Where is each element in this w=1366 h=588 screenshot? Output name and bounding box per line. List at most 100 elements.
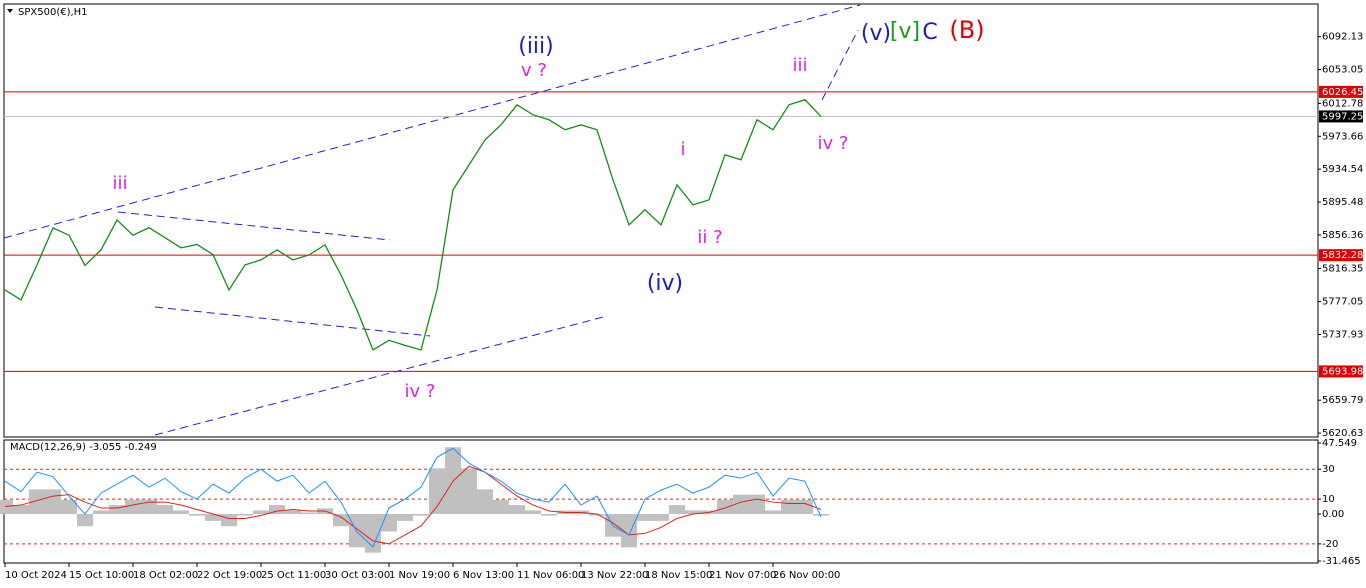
macd-bar <box>349 514 365 548</box>
macd-bar <box>461 468 477 515</box>
wedge-top <box>117 211 391 241</box>
wave-label: [v] <box>890 19 920 44</box>
wave-label: iii <box>792 55 807 76</box>
macd-title: MACD(12,26,9) -3.055 -0.249 <box>10 442 157 453</box>
channel-top <box>3 4 861 239</box>
macd-bar <box>397 514 413 521</box>
x-tick-label: 26 Nov 00:00 <box>773 570 840 581</box>
macd-bar <box>13 505 29 515</box>
wave-label: C <box>922 20 937 45</box>
wave-label: iv ? <box>818 133 849 154</box>
y-tick-label: 5816.35 <box>1322 264 1363 275</box>
macd-line <box>4 447 822 548</box>
x-tick-label: 25 Oct 11:00 <box>261 570 326 581</box>
level-label-bg <box>1319 110 1363 123</box>
macd-bar <box>669 505 685 515</box>
x-tick-label: 1 Nov 19:00 <box>389 570 450 581</box>
projection <box>821 29 859 101</box>
y-tick-label: 6092.13 <box>1322 32 1363 43</box>
macd-panel <box>3 439 1319 564</box>
macd-bar <box>221 514 237 527</box>
y-tick-label: 5620.63 <box>1322 428 1363 439</box>
macd-bar <box>125 499 141 515</box>
macd-bar <box>765 510 781 515</box>
macd-bar <box>93 510 109 515</box>
macd-bar <box>717 499 733 515</box>
x-tick-label: 15 Oct 10:00 <box>69 570 134 581</box>
macd-bar <box>637 514 653 521</box>
wedge-bottom <box>154 306 431 337</box>
x-tick-label: 30 Oct 03:00 <box>325 570 390 581</box>
x-tick-label: 18 Oct 02:00 <box>133 570 198 581</box>
y-tick-label: 10 <box>1322 494 1335 505</box>
x-tick-label: 22 Oct 19:00 <box>197 570 262 581</box>
price-line <box>4 99 822 351</box>
x-tick-label: 21 Nov 07:00 <box>709 570 776 581</box>
y-tick-label: 5973.66 <box>1322 131 1363 142</box>
macd-bar <box>813 514 829 516</box>
macd-bar <box>477 489 493 515</box>
signal-line <box>4 465 822 545</box>
level-label: 5832.28 <box>1322 250 1363 261</box>
main-panel <box>3 3 1319 438</box>
y-tick-label: -20 <box>1322 539 1338 550</box>
macd-bar <box>589 514 605 516</box>
macd-bar <box>749 494 765 515</box>
macd-bar <box>189 514 205 516</box>
y-tick-label: -31.465 <box>1322 556 1361 567</box>
x-tick-label: 11 Nov 06:00 <box>517 570 584 581</box>
x-tick-label: 6 Nov 13:00 <box>453 570 514 581</box>
macd-bar <box>205 514 221 521</box>
macd-bar <box>685 510 701 515</box>
macd-bar <box>0 499 13 515</box>
macd-bar <box>413 514 429 516</box>
y-tick-label: 5737.93 <box>1322 329 1363 340</box>
level-label: 6026.45 <box>1322 87 1363 98</box>
macd-bar <box>493 499 509 515</box>
wave-label: v ? <box>521 60 547 81</box>
wave-label: (iii) <box>518 34 554 59</box>
trend-lines <box>3 4 861 436</box>
x-tick-label: 13 Nov 22:00 <box>581 570 648 581</box>
wave-label: (v) <box>861 21 891 46</box>
macd-bar <box>653 514 669 521</box>
wave-label: ii ? <box>697 227 722 248</box>
level-label-bg <box>1319 85 1363 98</box>
y-tick-label: 5777.05 <box>1322 297 1363 308</box>
macd-bar <box>141 499 157 515</box>
y-tick-label: 5659.79 <box>1322 395 1363 406</box>
macd-bar <box>29 489 45 515</box>
macd-bar <box>781 499 797 515</box>
macd-bar <box>109 505 125 515</box>
menu-arrow <box>7 9 13 13</box>
y-tick-label: 47.549 <box>1322 438 1357 449</box>
macd-bar <box>173 510 189 515</box>
macd-bar <box>237 514 253 516</box>
macd-bar <box>541 514 557 516</box>
macd-bar <box>269 505 285 515</box>
macd-bar <box>157 505 173 515</box>
y-tick-label: 30 <box>1322 464 1335 475</box>
y-tick-label: 6012.78 <box>1322 98 1363 109</box>
macd-bar <box>301 512 317 515</box>
wave-label: iii <box>112 173 127 194</box>
macd-bar <box>77 514 93 527</box>
level-label-bg <box>1319 249 1363 262</box>
y-tick-label: 5895.48 <box>1322 197 1363 208</box>
macd-bar <box>733 494 749 515</box>
macd-bar <box>621 514 637 548</box>
level-label-bg <box>1319 365 1363 378</box>
x-tick-label: 10 Oct 2024 <box>5 570 67 581</box>
macd-bar <box>333 514 349 527</box>
macd-bar <box>525 510 541 515</box>
y-tick-label: 0.00 <box>1322 509 1344 520</box>
chart-title: SPX500(€),H1 <box>18 7 88 18</box>
y-tick-label: 6053.05 <box>1322 65 1363 76</box>
x-tick-label: 18 Nov 15:00 <box>645 570 712 581</box>
level-label: 5997.25 <box>1322 111 1363 122</box>
macd-bar <box>253 510 269 515</box>
level-label: 5693.98 <box>1322 366 1363 377</box>
macd-bar <box>285 510 301 515</box>
macd-bar <box>797 499 813 515</box>
